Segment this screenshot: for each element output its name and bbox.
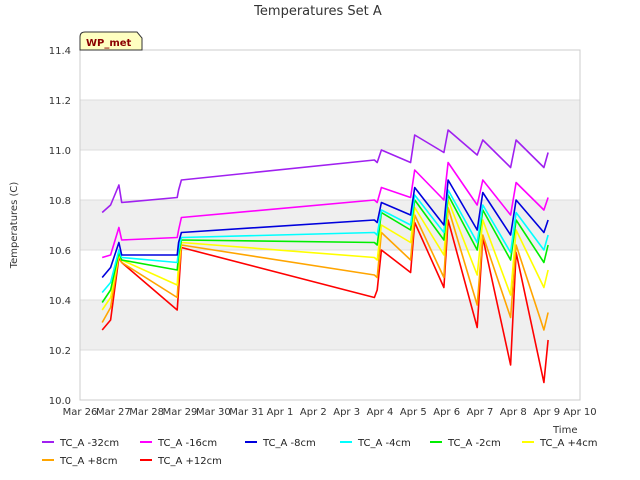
x-tick-label: Apr 9 xyxy=(533,407,560,418)
y-tick-label: 10.8 xyxy=(49,196,71,207)
legend-label: TC_A +4cm xyxy=(539,438,598,449)
badge-label: WP_met xyxy=(86,38,132,49)
series-line xyxy=(101,194,549,303)
legend-item: TC_A -8cm xyxy=(245,438,316,449)
legend-item: TC_A -4cm xyxy=(340,438,411,449)
x-tick-label: Apr 5 xyxy=(400,407,427,418)
series-line xyxy=(101,199,549,311)
legend-item: TC_A +12cm xyxy=(140,456,222,467)
legend-label: TC_A +12cm xyxy=(157,456,222,467)
legend-label: TC_A -32cm xyxy=(59,438,119,449)
plot-band xyxy=(80,300,580,350)
x-tick-label: Apr 7 xyxy=(467,407,494,418)
y-tick-labels: 10.0 10.2 10.4 10.6 10.8 11.0 11.2 11.4 xyxy=(49,46,71,407)
x-axis-label: Time xyxy=(552,425,577,436)
y-tick-label: 11.2 xyxy=(49,96,71,107)
series-line xyxy=(101,179,549,279)
series-line xyxy=(101,206,549,331)
y-tick-label: 11.0 xyxy=(49,146,71,157)
legend-item: TC_A -32cm xyxy=(42,438,119,449)
legend-label: TC_A -16cm xyxy=(157,438,217,449)
x-tick-label: Mar 27 xyxy=(96,407,131,418)
x-tick-label: Apr 6 xyxy=(433,407,460,418)
legend-item: TC_A -16cm xyxy=(140,438,217,449)
legend-label: TC_A -8cm xyxy=(262,438,316,449)
legend-item: TC_A +4cm xyxy=(522,438,598,449)
x-tick-label: Mar 31 xyxy=(229,407,264,418)
legend-label: TC_A +8cm xyxy=(59,456,118,467)
series-line xyxy=(101,161,549,259)
wp-met-badge: WP_met xyxy=(79,31,143,51)
x-tick-label: Mar 28 xyxy=(129,407,164,418)
y-tick-label: 10.0 xyxy=(49,396,71,407)
badge-shape xyxy=(79,31,143,51)
x-tick-label: Mar 29 xyxy=(163,407,198,418)
legend-item: TC_A +8cm xyxy=(42,456,118,467)
plot-band xyxy=(80,100,580,150)
x-tick-label: Apr 3 xyxy=(333,407,360,418)
plot-area-frame xyxy=(79,49,581,401)
y-tick-label: 10.2 xyxy=(49,346,71,357)
y-tick-label: 10.4 xyxy=(49,296,71,307)
series-line xyxy=(101,129,549,214)
y-tick-label: 10.6 xyxy=(49,246,71,257)
legend-item: TC_A -2cm xyxy=(430,438,501,449)
x-tick-label: Apr 10 xyxy=(563,407,596,418)
y-tick-label: 11.4 xyxy=(49,46,71,57)
legend: TC_A -32cm TC_A -16cm TC_A -8cm TC_A -4cm TC… xyxy=(42,438,598,467)
x-tick-label: Apr 4 xyxy=(367,407,394,418)
legend-label: TC_A -4cm xyxy=(357,438,411,449)
legend-label: TC_A -2cm xyxy=(447,438,501,449)
chart-title: Temperatures Set A xyxy=(253,4,382,19)
x-tick-label: Mar 26 xyxy=(63,407,98,418)
x-tick-label: Mar 30 xyxy=(196,407,231,418)
plot-bands xyxy=(80,100,580,350)
x-tick-label: Apr 1 xyxy=(267,407,294,418)
series-line xyxy=(101,189,549,294)
x-tick-label: Apr 2 xyxy=(300,407,327,418)
x-tick-label: Apr 8 xyxy=(500,407,527,418)
series-lines xyxy=(101,129,549,384)
y-axis-label: Temperatures (C) xyxy=(9,182,20,270)
series-line xyxy=(101,219,549,384)
